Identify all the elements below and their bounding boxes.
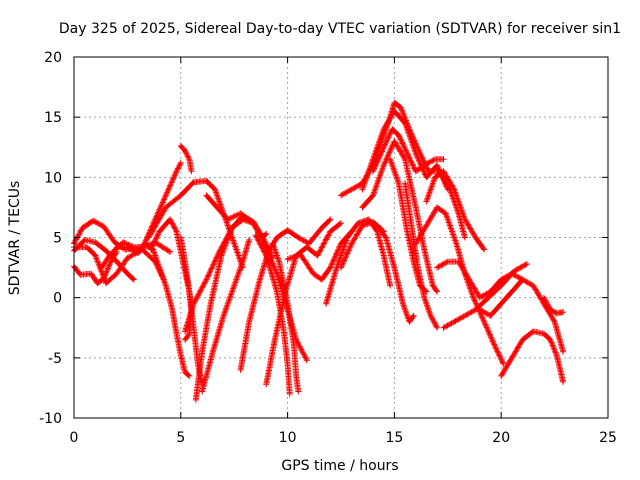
series-arc-29 (402, 180, 441, 331)
series-markers (359, 108, 451, 193)
y-tick-label: 0 (53, 291, 62, 307)
series-markers (141, 240, 193, 379)
series-arc-27 (374, 222, 417, 325)
y-axis-label: SDTVAR / TECUs (7, 181, 23, 296)
series-arc-15 (203, 192, 270, 241)
series-markers (374, 222, 417, 325)
series-markers (359, 138, 441, 295)
y-tick-label: -10 (39, 411, 62, 427)
x-tick-label: 0 (70, 430, 79, 446)
series-arc-21 (323, 216, 394, 307)
series-markers (402, 180, 441, 331)
y-tick-label: 15 (44, 110, 62, 126)
series-arc-26 (359, 138, 441, 295)
series-arc-07 (141, 240, 193, 379)
series-arc-36 (540, 294, 567, 317)
series-markers (237, 216, 334, 373)
series-markers (423, 168, 488, 253)
series-markers (476, 276, 567, 355)
series-markers (540, 294, 567, 317)
series-markers (370, 126, 447, 175)
series-arc-25 (370, 126, 447, 175)
x-axis-label: GPS time / hours (281, 458, 398, 474)
series-markers (252, 232, 293, 397)
y-tick-label: 5 (53, 231, 62, 247)
x-tick-label: 5 (176, 430, 185, 446)
series-arc-31 (423, 168, 488, 253)
series-markers (177, 143, 195, 175)
series-arc-13 (199, 236, 253, 395)
series-arc-35 (498, 328, 567, 385)
series-arc-09 (177, 143, 195, 175)
x-tick-label: 15 (385, 430, 403, 446)
y-tick-label: -5 (48, 351, 62, 367)
series-markers (440, 261, 530, 331)
series-arc-24 (359, 108, 451, 193)
series-arc-12 (145, 177, 246, 271)
series-markers (145, 177, 246, 271)
axis-ticks: 0 5 10 15 20 25 -10 -5 0 5 10 15 20 (39, 50, 617, 446)
y-tick-label: 20 (44, 50, 62, 66)
data-points (71, 99, 567, 403)
x-tick-label: 20 (492, 430, 510, 446)
chart-title: Day 325 of 2025, Sidereal Day-to-day VTE… (59, 21, 621, 37)
series-arc-16 (237, 216, 334, 373)
series-markers (199, 236, 253, 395)
x-tick-label: 25 (599, 430, 617, 446)
series-markers (203, 192, 270, 241)
series-markers (323, 216, 394, 307)
y-tick-label: 10 (44, 170, 62, 186)
series-markers (498, 328, 567, 385)
series-arc-33 (440, 261, 530, 331)
series-arc-19 (269, 240, 302, 395)
series-arc-18 (252, 232, 293, 397)
series-markers (269, 240, 302, 395)
x-tick-label: 10 (279, 430, 297, 446)
grid-lines (74, 57, 608, 418)
series-arc-34 (476, 276, 567, 355)
